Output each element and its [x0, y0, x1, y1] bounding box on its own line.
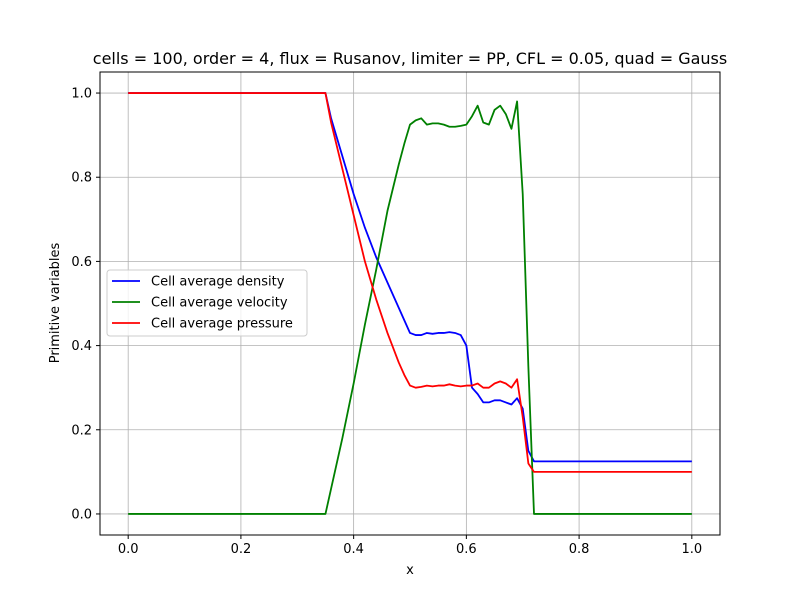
series-line-cell-average-pressure: [128, 92, 692, 473]
x-axis-label: x: [406, 563, 414, 578]
legend: Cell average density Cell average velocit…: [106, 269, 308, 337]
chart-title: cells = 100, order = 4, flux = Rusanov, …: [93, 49, 727, 68]
y-tick-label: 0.0: [71, 507, 92, 522]
x-tick-label: 0.4: [343, 542, 364, 557]
legend-label-cell-average-velocity: Cell average velocity: [151, 296, 288, 311]
series-line-cell-average-velocity: [128, 100, 692, 515]
x-tick-label: 0.0: [118, 542, 139, 557]
y-tick-label: 1.0: [71, 87, 92, 102]
x-tick-label: 0.8: [569, 542, 590, 557]
legend-box: [106, 269, 308, 337]
series-line-cell-average-density: [128, 92, 692, 463]
y-tick-label: 0.6: [71, 255, 92, 270]
legend-label-cell-average-density: Cell average density: [151, 275, 285, 290]
x-tick-label: 0.2: [231, 542, 252, 557]
y-axis-label: Primitive variables: [48, 242, 63, 363]
y-tick-label: 0.8: [71, 171, 92, 186]
plot-frame: [99, 71, 721, 536]
axis-ticks: 0.0 0.2 0.4 0.6 0.8 1.0 0.0 0.2 0.4 0.6 0.8 1.0: [71, 87, 702, 557]
y-tick-label: 0.4: [71, 339, 92, 354]
x-tick-label: 0.6: [456, 542, 477, 557]
y-tick-label: 0.2: [71, 423, 92, 438]
x-tick-label: 1.0: [681, 542, 702, 557]
series-lines: [128, 92, 692, 515]
legend-label-cell-average-pressure: Cell average pressure: [151, 317, 293, 332]
